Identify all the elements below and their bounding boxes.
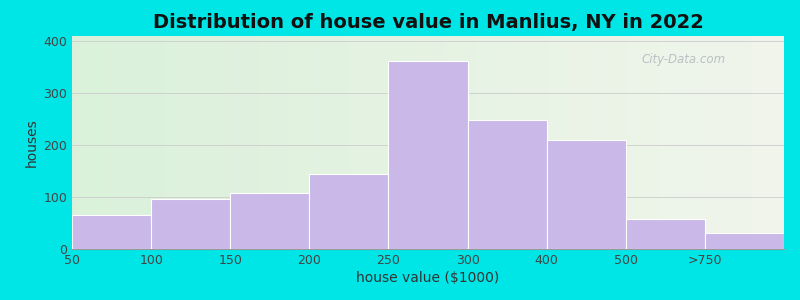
Bar: [467, 120, 546, 249]
Bar: [546, 140, 626, 249]
Bar: [310, 174, 389, 249]
Text: City-Data.com: City-Data.com: [642, 53, 726, 66]
Bar: [151, 199, 230, 249]
Title: Distribution of house value in Manlius, NY in 2022: Distribution of house value in Manlius, …: [153, 13, 703, 32]
Bar: [626, 219, 705, 249]
Y-axis label: houses: houses: [25, 118, 39, 167]
Bar: [72, 215, 151, 249]
X-axis label: house value ($1000): house value ($1000): [356, 271, 500, 285]
Bar: [389, 61, 467, 249]
Bar: [230, 194, 310, 249]
Bar: [705, 233, 784, 249]
